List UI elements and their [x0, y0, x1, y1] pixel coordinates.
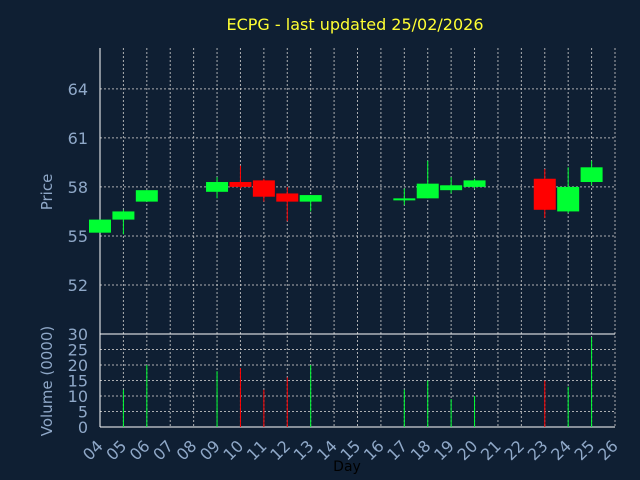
candle-body: [533, 178, 556, 210]
x-tick-label: 26: [594, 436, 622, 464]
candle-body: [440, 185, 463, 191]
candle-body: [89, 219, 111, 233]
candle-body: [393, 198, 416, 201]
price-axis-label: Price: [38, 174, 56, 211]
volume-axis-label: Volume (0000): [38, 326, 56, 436]
volume-bars: [122, 337, 593, 427]
candle-body: [416, 183, 439, 199]
candle-body: [229, 182, 252, 187]
x-axis-label: Day: [333, 459, 361, 475]
chart-title: ECPG - last updated 25/02/2026: [226, 15, 483, 34]
price-tick-label: 64: [68, 80, 88, 99]
volume-tick-label: 25: [68, 341, 88, 360]
grid-lines: [99, 48, 616, 428]
volume-tick-label: 20: [68, 356, 88, 375]
volume-tick-label: 15: [68, 372, 88, 391]
candle-body: [135, 190, 158, 202]
candlesticks: [89, 160, 603, 235]
candle-body: [252, 180, 275, 197]
candle-body: [580, 167, 603, 183]
volume-tick-label: 0: [78, 418, 88, 437]
candle-body: [112, 211, 135, 220]
axes: [99, 48, 615, 428]
candle-body: [299, 195, 322, 202]
volume-tick-label: 10: [68, 387, 88, 406]
price-tick-label: 52: [68, 276, 88, 295]
candle-body: [463, 180, 486, 187]
candle-body: [206, 182, 229, 192]
volume-tick-label: 5: [78, 403, 88, 422]
price-tick-label: 58: [68, 178, 88, 197]
candle-body: [276, 193, 299, 202]
candle-body: [557, 186, 580, 212]
volume-tick-label: 30: [68, 325, 88, 344]
price-tick-label: 61: [68, 129, 88, 148]
price-tick-label: 55: [68, 227, 88, 246]
